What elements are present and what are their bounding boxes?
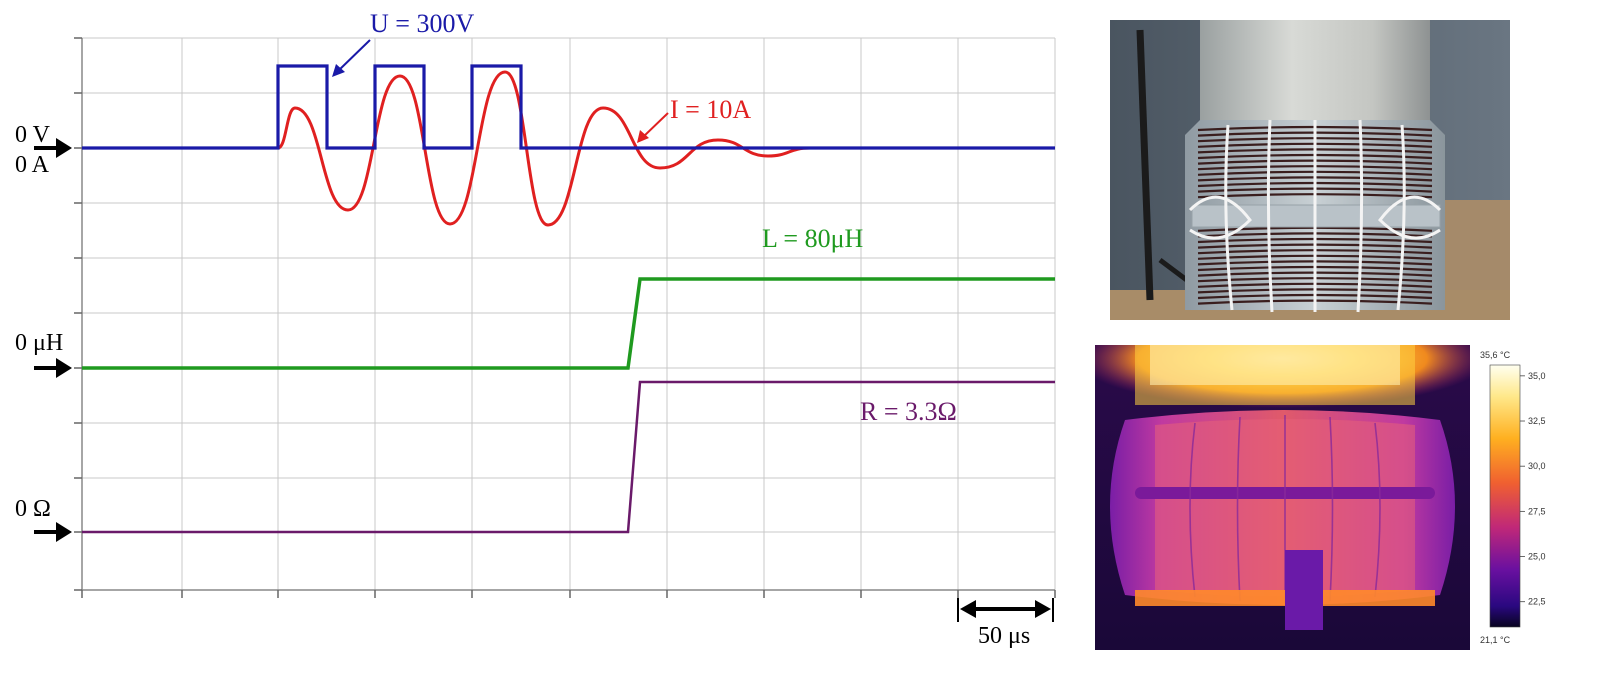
- voltage-label: U = 300V: [370, 9, 474, 38]
- temperature-color-scale: [1489, 364, 1525, 628]
- max-temp-label: 35,6 °C: [1480, 350, 1511, 360]
- current-pointer-arrowhead: [637, 130, 649, 143]
- zero-uh-label: 0 μH: [15, 330, 63, 356]
- thermal-image-panel: 35,6 °C 21,1 °C 35,0 32,5 30,0 27,5 25,0 22,5: [1095, 345, 1546, 650]
- voltage-pointer-arrow: [336, 39, 371, 73]
- scale-tick-label: 22,5: [1528, 597, 1546, 607]
- scale-tick-label: 32,5: [1528, 416, 1546, 426]
- scale-tick-label: 25,0: [1528, 552, 1546, 562]
- grid: [81, 37, 1056, 591]
- voltage-pointer-arrowhead: [332, 64, 345, 77]
- time-scale-label: 50 μs: [978, 623, 1030, 649]
- inductance-label: L = 80μH: [762, 224, 864, 253]
- thermal-image: [1095, 345, 1470, 650]
- min-temp-label: 21,1 °C: [1480, 635, 1511, 645]
- zero-uh-arrow-icon: [34, 358, 72, 378]
- waveform-diagram: U = 300V I = 10A L = 80μH R = 3.3Ω 0 V 0…: [15, 9, 1056, 649]
- inductance-trace: [82, 277, 1055, 370]
- zero-ohm-label: 0 Ω: [15, 496, 51, 522]
- coil-photo: [1110, 20, 1510, 320]
- time-scale-bar: [957, 598, 1054, 622]
- zero-va-arrow-icon: [34, 138, 72, 158]
- resistance-label: R = 3.3Ω: [860, 397, 957, 426]
- scale-tick-label: 30,0: [1528, 461, 1546, 471]
- scale-tick-label: 27,5: [1528, 506, 1546, 516]
- current-pointer-arrow: [641, 112, 669, 139]
- current-label: I = 10A: [670, 95, 751, 124]
- scale-tick-label: 35,0: [1528, 371, 1546, 381]
- voltage-trace: [82, 64, 1055, 150]
- resistance-trace: [82, 380, 1055, 534]
- zero-ohm-arrow-icon: [34, 522, 72, 542]
- zero-volt-label: 0 V: [15, 122, 51, 148]
- zero-amp-label: 0 A: [15, 152, 50, 178]
- axis-ticks: [74, 37, 1056, 598]
